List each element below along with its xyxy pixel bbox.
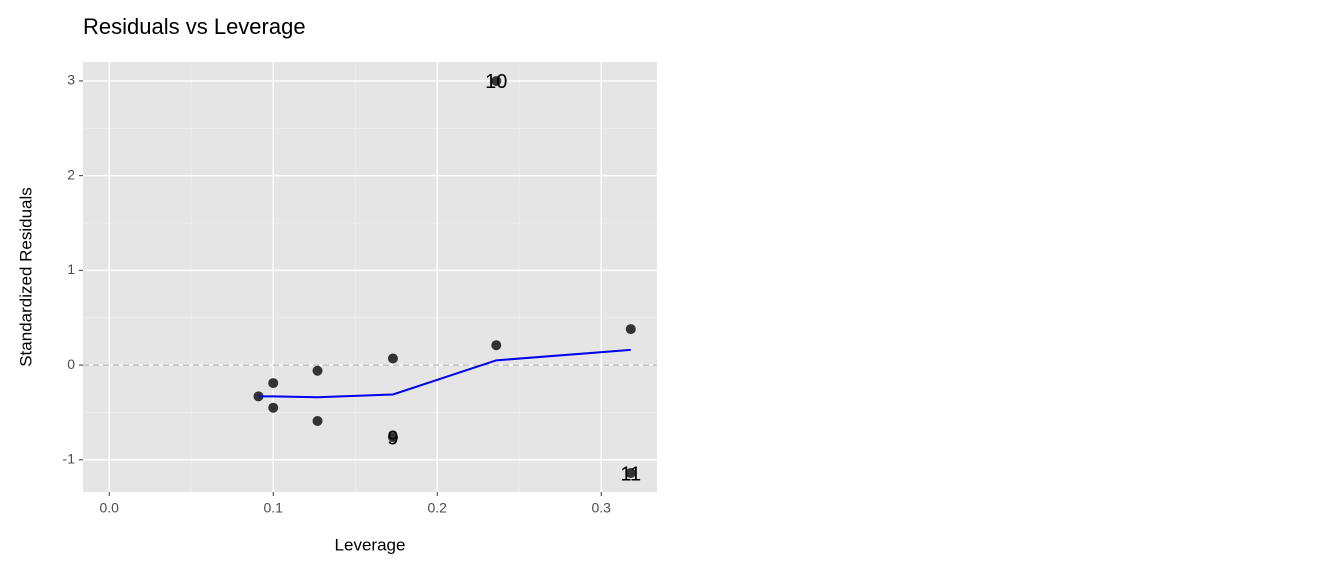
x-tick-label: 0.2 — [428, 500, 448, 516]
point — [491, 340, 502, 351]
x-tick-label: 0.1 — [264, 500, 284, 516]
x-tick-label: 0.0 — [100, 500, 120, 516]
y-tick-label: 1 — [67, 261, 75, 277]
x-tick-label: 0.3 — [592, 500, 612, 516]
point — [387, 353, 398, 364]
point — [625, 468, 636, 479]
chart-title: Residuals vs Leverage — [83, 14, 306, 39]
point — [387, 432, 398, 443]
point-label: 10 — [485, 71, 507, 93]
y-tick-label: 3 — [67, 72, 75, 88]
smooth-line — [258, 348, 631, 399]
x-axis-title: Leverage — [335, 535, 406, 554]
point — [491, 75, 502, 86]
y-axis-title: Standardized Residuals — [16, 187, 35, 367]
point-label: 9 — [387, 427, 398, 449]
point — [312, 415, 323, 426]
point — [312, 365, 323, 376]
point-label: 11 — [620, 463, 641, 485]
panel — [83, 62, 657, 492]
y-tick-label: 0 — [67, 356, 75, 372]
point — [268, 378, 279, 389]
point — [268, 402, 279, 413]
y-tick-label: -1 — [63, 451, 76, 467]
point — [625, 324, 636, 335]
y-tick-label: 2 — [67, 166, 75, 182]
